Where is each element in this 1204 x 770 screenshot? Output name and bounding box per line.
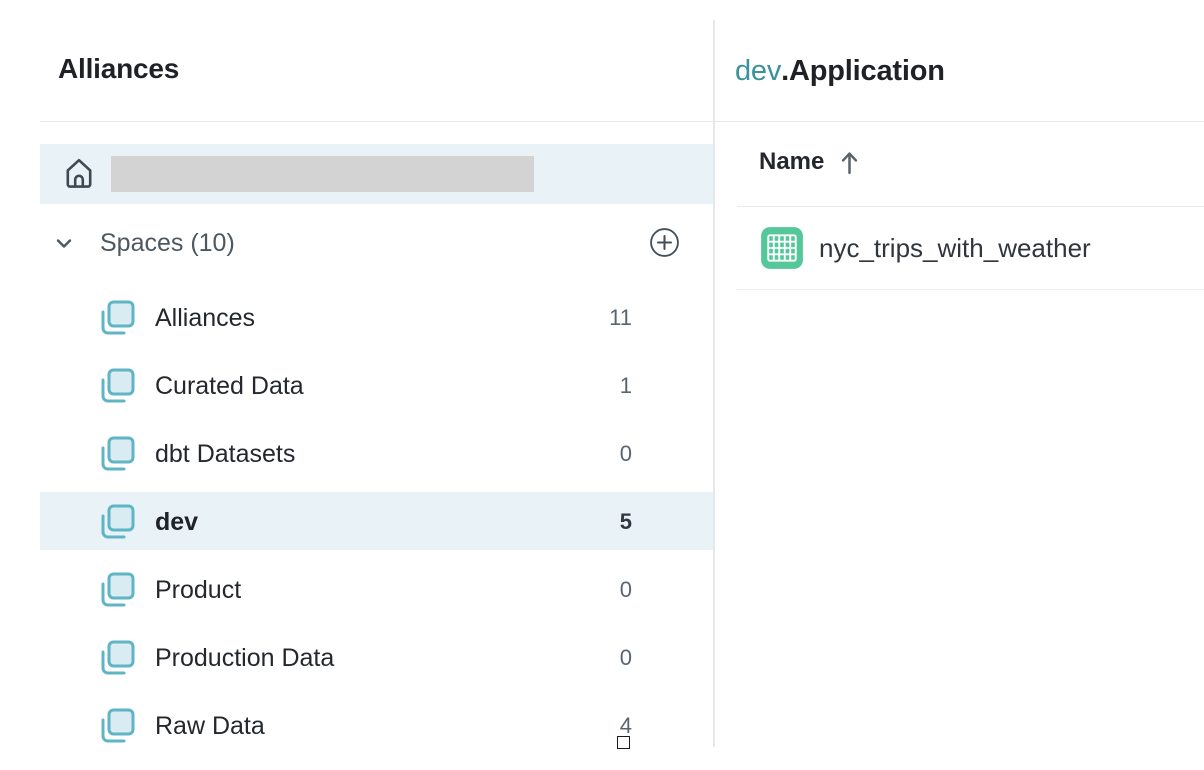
sidebar-item-raw-data[interactable]: Raw Data 4 xyxy=(40,692,713,760)
arrow-up-icon xyxy=(842,151,858,174)
sidebar-item-product[interactable]: Product 0 xyxy=(40,556,713,624)
space-label: Production Data xyxy=(155,643,335,672)
spaces-list: Alliances 11 Curated Data 1 dbt Datasets… xyxy=(40,284,713,760)
add-space-button[interactable] xyxy=(648,227,680,259)
space-label: Product xyxy=(155,575,242,604)
stray-placeholder-glyph xyxy=(617,736,630,749)
dataset-row[interactable]: nyc_trips_with_weather xyxy=(737,207,1204,289)
chevron-down-icon[interactable] xyxy=(52,231,76,255)
space-count: 0 xyxy=(619,645,632,670)
spaces-section-header[interactable]: Spaces (10) xyxy=(40,220,713,266)
space-icon xyxy=(101,368,135,403)
table-header-divider xyxy=(737,206,1204,207)
space-icon xyxy=(101,300,135,335)
space-icon xyxy=(101,640,135,675)
plus-circle-icon xyxy=(649,228,679,257)
space-label: Alliances xyxy=(155,303,256,332)
sidebar-item-dev[interactable]: dev 5 xyxy=(40,488,713,556)
sidebar-item-alliances[interactable]: Alliances 11 xyxy=(40,284,713,352)
table-row-divider xyxy=(737,289,1204,290)
space-label: dev xyxy=(155,507,199,536)
column-header-name[interactable]: Name xyxy=(759,144,859,180)
breadcrumb-separator: . xyxy=(781,55,790,87)
breadcrumb-entity: Application xyxy=(789,55,945,87)
space-label: Raw Data xyxy=(155,711,265,740)
space-count: 0 xyxy=(619,441,632,466)
sidebar-item-curated-data[interactable]: Curated Data 1 xyxy=(40,352,713,420)
page-title: Alliances xyxy=(58,53,180,84)
space-icon xyxy=(101,708,135,743)
spaces-section-label: Spaces (10) xyxy=(100,228,235,257)
dataset-name: nyc_trips_with_weather xyxy=(819,232,1091,263)
space-icon xyxy=(101,436,135,471)
space-count: 4 xyxy=(619,713,632,738)
redacted-label-bar xyxy=(111,156,534,192)
space-icon xyxy=(101,572,135,607)
space-label: Curated Data xyxy=(155,371,304,400)
space-count: 5 xyxy=(619,509,632,534)
space-count: 11 xyxy=(609,305,632,330)
breadcrumb: dev.Application xyxy=(735,52,945,90)
header-divider xyxy=(40,121,1204,122)
home-icon xyxy=(66,158,92,188)
column-header-label: Name xyxy=(759,148,825,175)
breadcrumb-space[interactable]: dev xyxy=(735,55,782,87)
sidebar-item-home[interactable] xyxy=(40,144,713,204)
space-label: dbt Datasets xyxy=(155,439,296,468)
space-icon xyxy=(101,504,135,539)
table-grid-icon xyxy=(761,227,803,269)
sidebar-item-production-data[interactable]: Production Data 0 xyxy=(40,624,713,692)
panel-divider xyxy=(713,20,715,747)
space-count: 1 xyxy=(619,373,632,398)
sidebar-item-dbt-datasets[interactable]: dbt Datasets 0 xyxy=(40,420,713,488)
space-count: 0 xyxy=(619,577,632,602)
